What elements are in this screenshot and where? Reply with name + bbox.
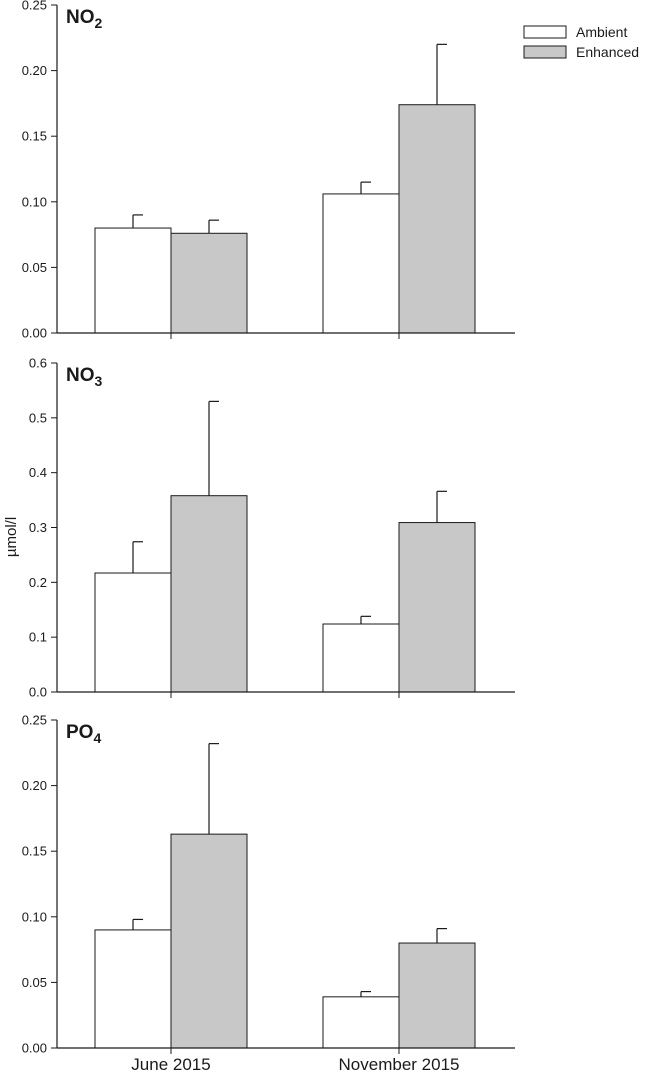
panel-title: PO4 <box>66 722 101 746</box>
legend-label-ambient: Ambient <box>576 24 627 40</box>
y-tick-label: 0.05 <box>22 260 47 275</box>
legend: Ambient Enhanced <box>523 24 639 60</box>
legend-label-enhanced: Enhanced <box>576 44 639 60</box>
y-tick-label: 0.20 <box>22 63 47 78</box>
y-tick-label: 0.5 <box>29 410 47 425</box>
chart-panel-1: 0.00 0.05 0.10 0.15 0.20 0.25 NO2 <box>22 0 515 341</box>
panel-title-main: PO <box>66 722 93 743</box>
y-tick-label: 0.6 <box>29 356 47 371</box>
chart-panel-3: 0.00 0.05 0.10 0.15 0.20 0.25 June 2015 Novembe… <box>22 713 515 1073</box>
panel-title-subscript: 4 <box>93 730 101 746</box>
panels: 0.000.050.100.150.200.25NO20.00.10.20.30… <box>22 0 515 1073</box>
y-tick-label: 0.2 <box>29 575 47 590</box>
panel-title: NO3 <box>66 365 103 389</box>
y-tick-label: 0.05 <box>22 975 47 990</box>
y-tick-label: 0.4 <box>29 465 47 480</box>
bar-enhanced-june-panel-3 <box>170 833 248 1049</box>
y-tick-label: 0.15 <box>22 844 47 859</box>
bar-ambient-november-panel-2 <box>322 623 400 693</box>
bar-ambient-november-panel-1 <box>322 193 400 334</box>
panel-title-main: NO <box>66 365 95 386</box>
bar-ambient-november-panel-3 <box>322 996 400 1049</box>
bar-ambient-june-panel-3 <box>94 929 172 1049</box>
y-axis-label: µmol/l <box>3 517 20 557</box>
y-tick-label: 0.00 <box>22 1041 47 1056</box>
panel-title-subscript: 2 <box>95 15 103 31</box>
legend-swatch-enhanced <box>523 45 567 59</box>
y-tick-label: 0.3 <box>29 520 47 535</box>
y-tick-label: 0.20 <box>22 778 47 793</box>
y-tick-label: 0.10 <box>22 909 47 924</box>
bar-ambient-june-panel-2 <box>94 572 172 693</box>
bar-enhanced-june-panel-2 <box>170 495 248 693</box>
y-tick-label: 0.10 <box>22 194 47 209</box>
y-tick-label: 0.25 <box>22 0 47 13</box>
y-tick-label: 0.0 <box>29 685 47 700</box>
bar-ambient-june-panel-1 <box>94 227 172 334</box>
y-tick-label: 0.15 <box>22 129 47 144</box>
bar-enhanced-november-panel-1 <box>398 104 476 334</box>
panel-title-main: NO <box>66 7 95 28</box>
bar-enhanced-november-panel-2 <box>398 522 476 693</box>
panel-title: NO2 <box>66 7 103 31</box>
y-tick-label: 0.00 <box>22 326 47 341</box>
chart-panel-2: 0.0 0.1 0.2 0.3 0.4 0.5 0.6 NO3 <box>29 356 515 700</box>
bar-enhanced-june-panel-1 <box>170 232 248 334</box>
x-tick-label: June 2015 <box>131 1055 210 1073</box>
y-tick-label: 0.25 <box>22 713 47 728</box>
x-tick-label: November 2015 <box>339 1055 460 1073</box>
legend-swatch-ambient <box>523 25 567 39</box>
bar-enhanced-november-panel-3 <box>398 942 476 1049</box>
panel-title-subscript: 3 <box>95 373 103 389</box>
y-tick-label: 0.1 <box>29 630 47 645</box>
